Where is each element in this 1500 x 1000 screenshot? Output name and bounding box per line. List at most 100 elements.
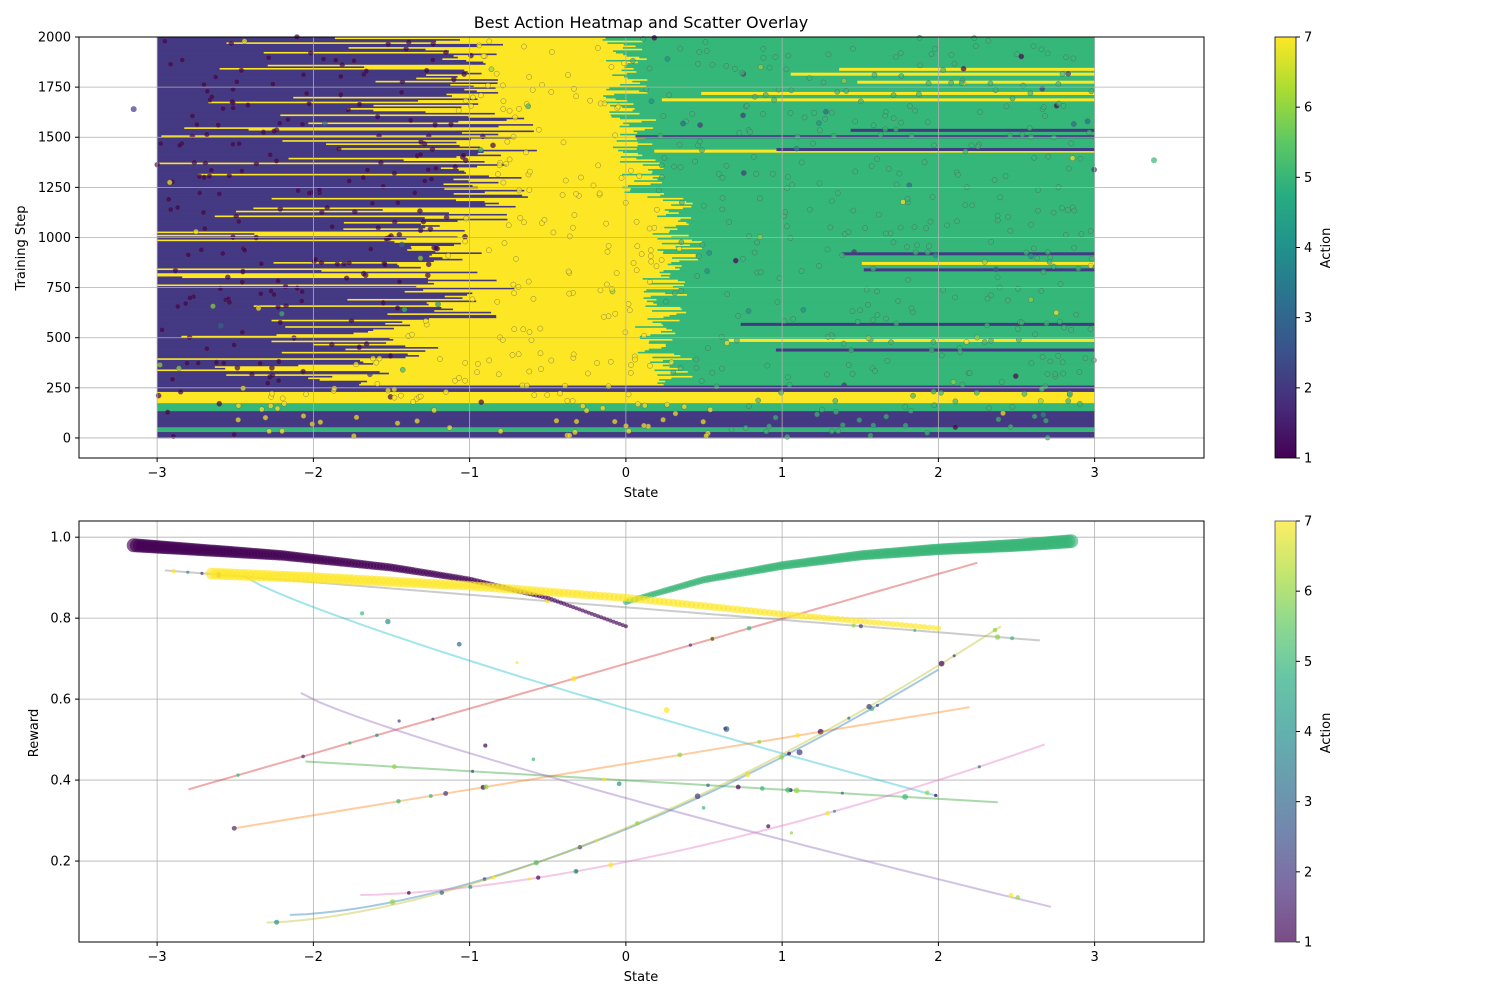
- heatmap-cell: [498, 91, 648, 94]
- scatter-point: [1087, 262, 1094, 269]
- heatmap-cell: [157, 73, 427, 76]
- heatmap-cell: [458, 120, 642, 123]
- trend-scatter-point: [396, 799, 401, 804]
- trend-scatter-point: [938, 660, 945, 667]
- scatter-point: [1068, 327, 1074, 333]
- scatter-point: [240, 268, 246, 275]
- scatter-point: [499, 337, 506, 343]
- heatmap-cell: [157, 182, 444, 186]
- colorbar-tick-label: 2: [1304, 865, 1312, 880]
- heatmap-cell: [670, 272, 1095, 275]
- scatter-point: [1043, 417, 1049, 424]
- trend-scatter-point: [483, 784, 489, 790]
- heatmap-cell: [157, 89, 478, 93]
- heatmap-cell: [426, 73, 613, 76]
- scatter-point: [816, 120, 822, 126]
- trend-scatter-point: [757, 739, 762, 744]
- heatmap-cell: [443, 182, 651, 186]
- heatmap-cell: [157, 352, 409, 356]
- scatter-point: [364, 167, 371, 173]
- heatmap-cell: [495, 86, 610, 89]
- scatter-point: [275, 278, 281, 284]
- y-tick-label: 250: [46, 381, 71, 396]
- heatmap-cell: [639, 112, 1095, 115]
- scatter-point: [443, 49, 449, 56]
- heatmap-cell: [521, 176, 654, 179]
- scatter-point: [875, 211, 882, 218]
- scatter-point: [863, 286, 870, 293]
- scatter-point: [1009, 404, 1016, 410]
- heatmap-cell: [347, 298, 657, 301]
- scatter-point: [1035, 207, 1041, 214]
- scatter-point: [681, 403, 688, 410]
- scatter-point: [299, 288, 306, 295]
- reward-scatter: [126, 534, 1079, 632]
- trend-scatter-point: [746, 626, 752, 631]
- heatmap-cell: [457, 56, 640, 59]
- scatter-point: [275, 358, 282, 365]
- heatmap-cell: [423, 288, 647, 291]
- heatmap-cell: [184, 126, 654, 129]
- heatmap-cell: [664, 192, 1095, 195]
- reward-scatter-point: [620, 623, 625, 628]
- scatter-point: [477, 147, 484, 153]
- scatter-point: [890, 239, 897, 246]
- scatter-point: [417, 208, 423, 214]
- scatter-point: [425, 166, 432, 173]
- heatmap-cell: [157, 247, 412, 250]
- heatmap-cell: [686, 200, 1095, 203]
- heatmap-cell: [466, 59, 607, 62]
- heatmap-cell: [642, 154, 1095, 157]
- heatmap-y-axis-label: Training Step: [14, 205, 29, 291]
- scatter-point: [778, 389, 784, 396]
- heatmap-cell: [157, 166, 442, 170]
- heatmap-cell: [681, 308, 1095, 311]
- heatmap-cell: [157, 383, 360, 386]
- scatter-point: [279, 428, 285, 434]
- heatmap-cell: [652, 142, 1095, 145]
- heatmap-cell: [157, 317, 430, 320]
- scatter-point: [1084, 118, 1091, 125]
- scatter-point: [962, 148, 969, 155]
- heatmap-cell: [453, 308, 683, 311]
- heatmap-cell: [606, 59, 1095, 62]
- scatter-point: [955, 171, 961, 178]
- scatter-point: [367, 371, 373, 378]
- trend-scatter-point: [439, 890, 445, 895]
- heatmap-cell: [157, 275, 183, 279]
- heatmap-cell: [659, 271, 1095, 274]
- heatmap-cell: [379, 370, 689, 373]
- colorbar-tick-label: 6: [1304, 101, 1312, 116]
- trend-scatter-point: [491, 875, 496, 880]
- trend-scatter-point: [779, 754, 785, 760]
- reward-scatter-point: [894, 621, 901, 628]
- heatmap-cell: [623, 122, 1095, 125]
- scatter-point: [895, 298, 902, 304]
- heatmap-cell: [157, 243, 455, 246]
- heatmap-cell: [606, 88, 1095, 91]
- heatmap-cell: [633, 102, 1095, 105]
- scatter-point: [267, 151, 274, 158]
- scatter-point: [911, 224, 918, 230]
- heatmap-cell: [477, 152, 639, 155]
- heatmap-cell: [157, 213, 508, 216]
- heatmap-cell: [677, 279, 1095, 282]
- scatter-point: [335, 146, 342, 152]
- heatmap-cell: [386, 341, 650, 344]
- scatter-point: [1028, 360, 1035, 367]
- heatmap-cell: [236, 210, 669, 213]
- scatter-point: [329, 341, 335, 348]
- scatter-point: [433, 165, 439, 172]
- heatmap-cell: [623, 43, 1095, 46]
- scatter-point: [525, 278, 532, 285]
- heatmap-cell: [624, 190, 1095, 194]
- scatter-point: [257, 290, 264, 297]
- scatter-point: [732, 65, 738, 72]
- heatmap-cell: [622, 46, 1095, 49]
- scatter-point: [1039, 354, 1046, 360]
- heatmap-cell: [457, 235, 672, 238]
- heatmap-cell: [498, 181, 663, 184]
- scatter-point: [858, 98, 864, 105]
- heatmap-cell: [485, 203, 672, 206]
- scatter-point: [898, 73, 905, 79]
